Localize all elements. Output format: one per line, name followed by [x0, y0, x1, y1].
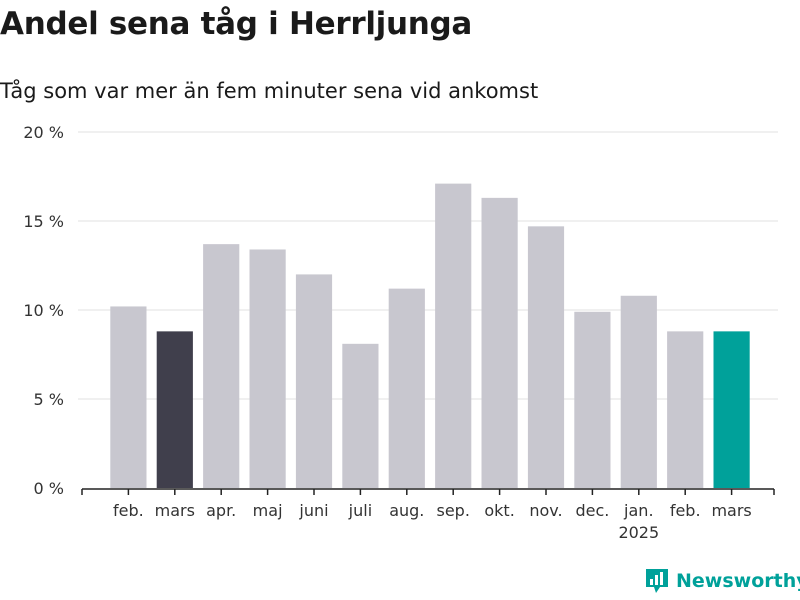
- bar: [342, 343, 379, 488]
- x-tick-label: mars: [155, 501, 195, 520]
- y-tick-label: 10 %: [23, 301, 64, 320]
- x-tick-label: sep.: [436, 501, 469, 520]
- bar: [295, 274, 333, 488]
- bar: [388, 288, 425, 488]
- bar: [527, 226, 565, 488]
- x-tick-label: feb.: [113, 501, 144, 520]
- y-tick-label: 15 %: [23, 212, 64, 231]
- bar: [667, 331, 704, 488]
- bar: [620, 295, 657, 488]
- x-tick-label: juli: [348, 501, 372, 520]
- y-tick-label: 0 %: [34, 479, 64, 498]
- x-tick-label: juni: [298, 501, 328, 520]
- bar: [713, 331, 750, 488]
- x-tick-label: aug.: [389, 501, 424, 520]
- bar: [249, 249, 286, 488]
- x-tick-label: maj: [253, 501, 283, 520]
- bar: [435, 183, 472, 488]
- chart-title: Andel sena tåg i Herrljunga: [0, 6, 473, 42]
- bar: [203, 244, 240, 488]
- y-tick-label: 5 %: [34, 390, 64, 409]
- x-tick-label: okt.: [484, 501, 514, 520]
- y-tick-label: 20 %: [23, 123, 64, 142]
- bar-chart-logo-icon: [646, 569, 668, 593]
- x-tick-label: feb.: [670, 501, 701, 520]
- x-tick-label: jan.: [623, 501, 653, 520]
- chart-subtitle: Tåg som var mer än fem minuter sena vid …: [0, 79, 539, 103]
- bar: [110, 306, 147, 488]
- bar: [156, 331, 193, 488]
- x-tick-label: mars: [711, 501, 751, 520]
- brand-name: Newsworthy: [676, 570, 800, 592]
- x-tick-label: apr.: [206, 501, 236, 520]
- x-tick-year-label: 2025: [618, 523, 659, 542]
- bar: [481, 197, 518, 489]
- x-tick-label: dec.: [575, 501, 609, 520]
- brand-logo[interactable]: Newsworthy: [644, 567, 800, 595]
- bar: [574, 311, 611, 488]
- x-tick-label: nov.: [529, 501, 562, 520]
